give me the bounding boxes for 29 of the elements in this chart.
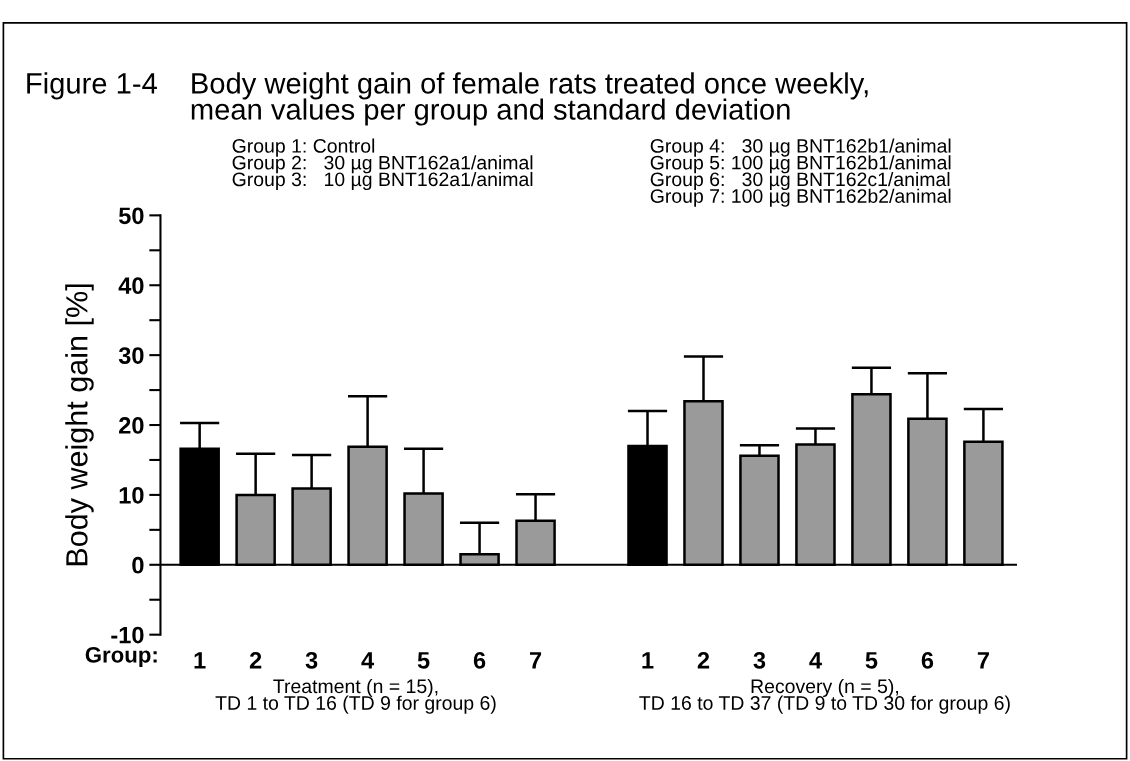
x-axis-title: Group: <box>85 646 157 668</box>
x-tick-label: 3 <box>753 651 766 669</box>
text: Group 1: Control Group 2: 30 µg BNT162a1/animal Group 3: 10 µg BNT162a1/animal <box>232 138 533 191</box>
y-tick-label: -10 <box>111 626 144 644</box>
y-tick-label: 30 <box>118 347 144 364</box>
x-tick-label: 2 <box>697 651 710 669</box>
y-tick-label: 40 <box>118 277 144 295</box>
x-tick-label: 5 <box>865 652 878 669</box>
y-tick-label: 10 <box>119 486 144 504</box>
y-tick-label: 20 <box>119 417 144 434</box>
chart-subtitle: Body weight gain of female rats treated once weekly, mean values per group and standard deviation <box>191 72 868 126</box>
text: Treatment (n = 15), TD 1 to TD 16 (TD 9 for group 6) <box>215 678 496 714</box>
x-tick-label: 1 <box>194 652 206 669</box>
x-tick-label: 1 <box>642 652 654 669</box>
text: Recovery (n = 5), TD 16 to TD 37 (TD 9 to TD 30 for group 6) <box>639 678 1010 714</box>
y-tick-label: 50 <box>118 207 144 225</box>
x-tick-label: 6 <box>921 651 934 669</box>
x-tick-label: 4 <box>361 652 375 669</box>
text: Group 4: 30 µg BNT162b1/animal Group 5: 100 µg BNT162b1/animal Group 6: 30 µg BNT162c1/animal Group 7: 100 µg BNT162b2/animal <box>650 138 951 207</box>
x-tick-label: 7 <box>530 652 542 669</box>
x-tick-label: 6 <box>473 651 486 669</box>
x-tick-label: 7 <box>977 652 989 669</box>
x-tick-label: 5 <box>417 652 430 669</box>
x-tick-label: 4 <box>809 652 822 669</box>
y-tick-label: 0 <box>132 556 144 574</box>
x-tick-label: 3 <box>305 651 318 669</box>
chart-title: Figure 1-4 <box>27 72 157 100</box>
x-tick-label: 2 <box>249 651 262 669</box>
y-axis-title: Body weight gain [%] <box>65 284 94 566</box>
